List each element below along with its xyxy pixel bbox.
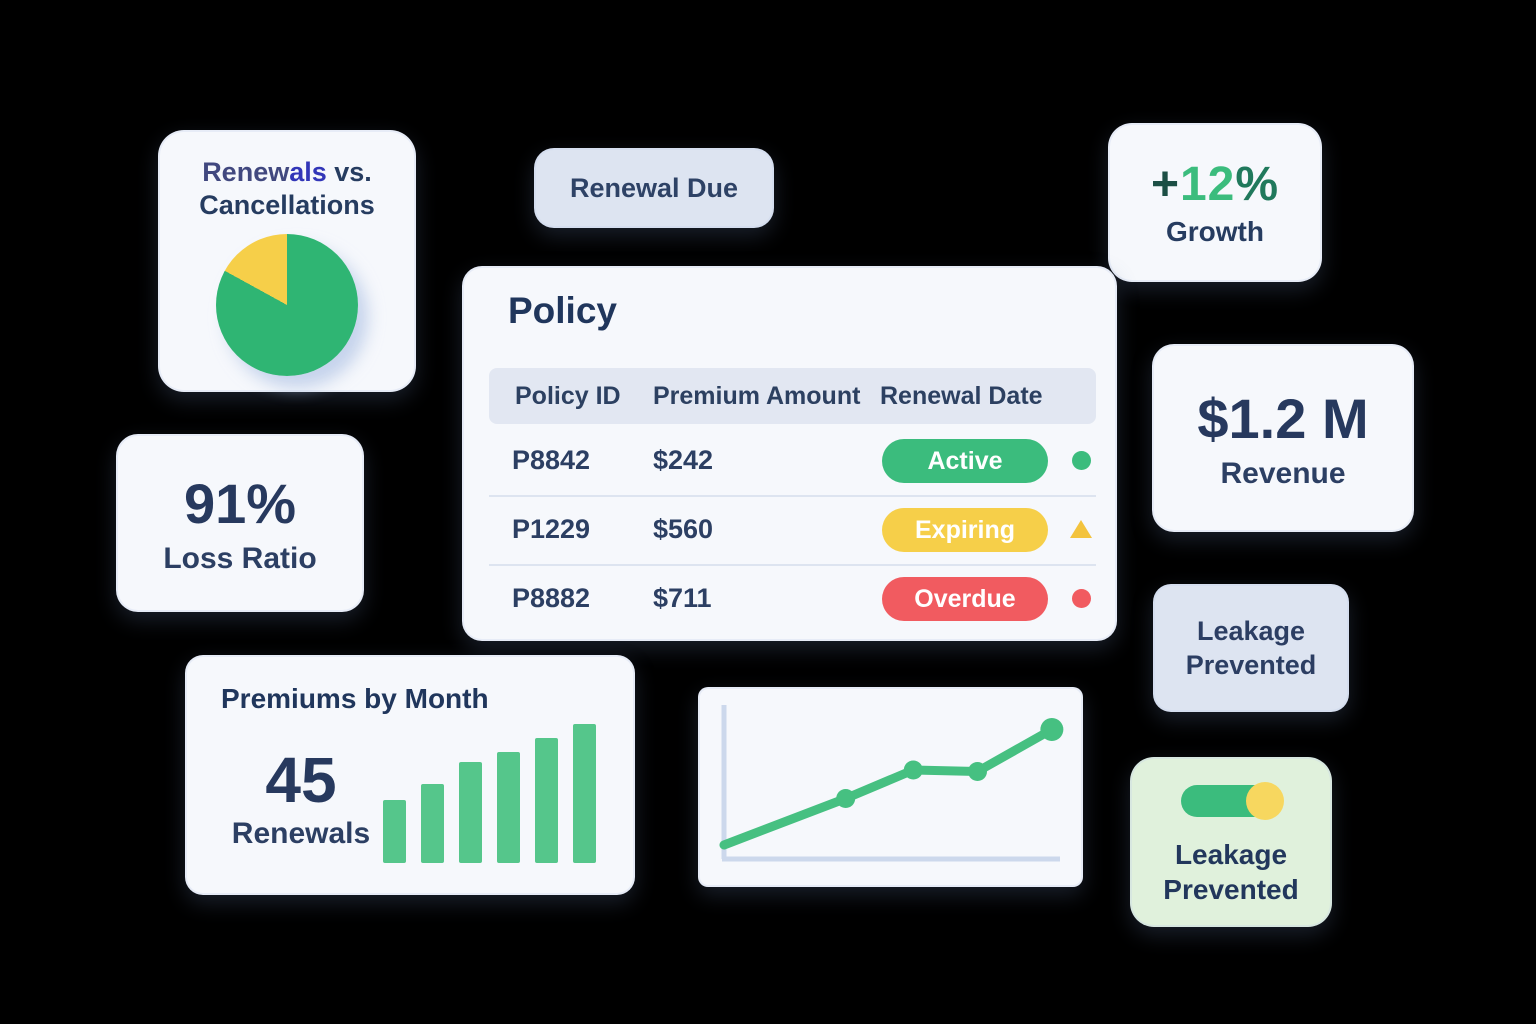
data-point-dot [1040,718,1064,741]
table-row: P8882 $711 Overdue [489,564,1096,633]
warning-triangle-icon [1070,520,1092,538]
bar [459,762,482,863]
bar [421,784,444,863]
leakage-badge-line2: Prevented [1185,650,1317,680]
pie-card-title: Renewals vs. Cancellations [168,156,406,222]
trend-line-chart [719,705,1064,862]
renewal-due-chip[interactable]: Renewal Due [534,148,774,228]
data-point-dot [903,760,923,780]
premiums-by-month-card: Premiums by Month 45 Renewals [185,655,635,895]
status-dot-icon [1071,451,1091,470]
pie-title-seg3: vs. [326,157,372,187]
pie-title-seg1: Renew [202,157,290,187]
status-pill-overdue: Overdue [882,577,1048,621]
renewals-vs-cancellations-card: Renewals vs. Cancellations [158,130,416,392]
leakage-badge-line1: Leakage [1196,616,1306,646]
growth-percent-sign: % [1235,158,1280,211]
policy-id-cell: P8842 [512,445,591,475]
column-header-renewal-date: Renewal Date [880,382,1043,410]
growth-plus-sign: + [1150,158,1180,211]
premium-amount-cell: $711 [653,583,712,613]
trend-line-card [698,687,1083,887]
premium-amount-cell: $560 [653,514,714,544]
policy-id-cell: P1229 [512,514,591,544]
loss-ratio-label: Loss Ratio [163,541,317,575]
policy-card-title: Policy [508,290,617,331]
data-point-dot [836,789,856,808]
renewals-pie-chart [216,234,358,376]
loss-ratio-value: 91% [183,471,297,535]
column-header-policy-id: Policy ID [515,382,621,410]
renewals-count: 45 [265,744,337,816]
growth-number: 12 [1179,158,1236,211]
renewals-stat: 45 Renewals [215,743,387,851]
status-dot-icon [1071,589,1091,608]
premium-amount-cell: $242 [653,445,714,475]
column-header-premium-amount: Premium Amount [653,382,861,410]
leakage-toggle[interactable] [1181,782,1284,820]
policy-table-body: P8842 $242 Active P1229 $560 Expiring P8… [489,428,1096,633]
premiums-card-title: Premiums by Month [221,683,489,714]
policy-table-header: Policy ID Premium Amount Renewal Date [489,368,1096,424]
growth-card: +12% Growth [1108,123,1322,282]
bar [573,724,596,863]
status-pill-active: Active [882,439,1048,483]
pie-title-line2: Cancellations [199,190,375,220]
renewal-due-label: Renewal Due [569,172,739,203]
growth-label: Growth [1166,216,1264,247]
policy-id-cell: P8882 [512,583,591,613]
data-point-dot [968,762,987,781]
revenue-value: $1.2 M [1197,386,1369,450]
leakage-card-line1: Leakage [1174,839,1288,870]
table-row: P8842 $242 Active [489,428,1096,495]
leakage-prevented-badge: Leakage Prevented [1153,584,1349,712]
renewals-count-label: Renewals [231,817,371,850]
loss-ratio-card: 91% Loss Ratio [116,434,364,612]
revenue-card: $1.2 M Revenue [1152,344,1414,532]
toggle-knob-icon [1246,782,1284,820]
bar [383,800,406,863]
leakage-card-line2: Prevented [1163,874,1299,905]
status-pill-expiring: Expiring [882,508,1048,552]
pie-title-seg2: als [289,157,327,187]
bar [497,752,520,863]
growth-value: +12% [1151,157,1279,212]
bar [535,738,558,863]
revenue-label: Revenue [1220,456,1346,490]
premiums-bar-chart [383,721,596,863]
policy-table-card: Policy Policy ID Premium Amount Renewal … [462,266,1117,641]
trend-line [719,725,1057,850]
table-row: P1229 $560 Expiring [489,495,1096,564]
leakage-card-label: Leakage Prevented [1163,837,1298,907]
leakage-prevented-card: Leakage Prevented [1130,757,1332,927]
